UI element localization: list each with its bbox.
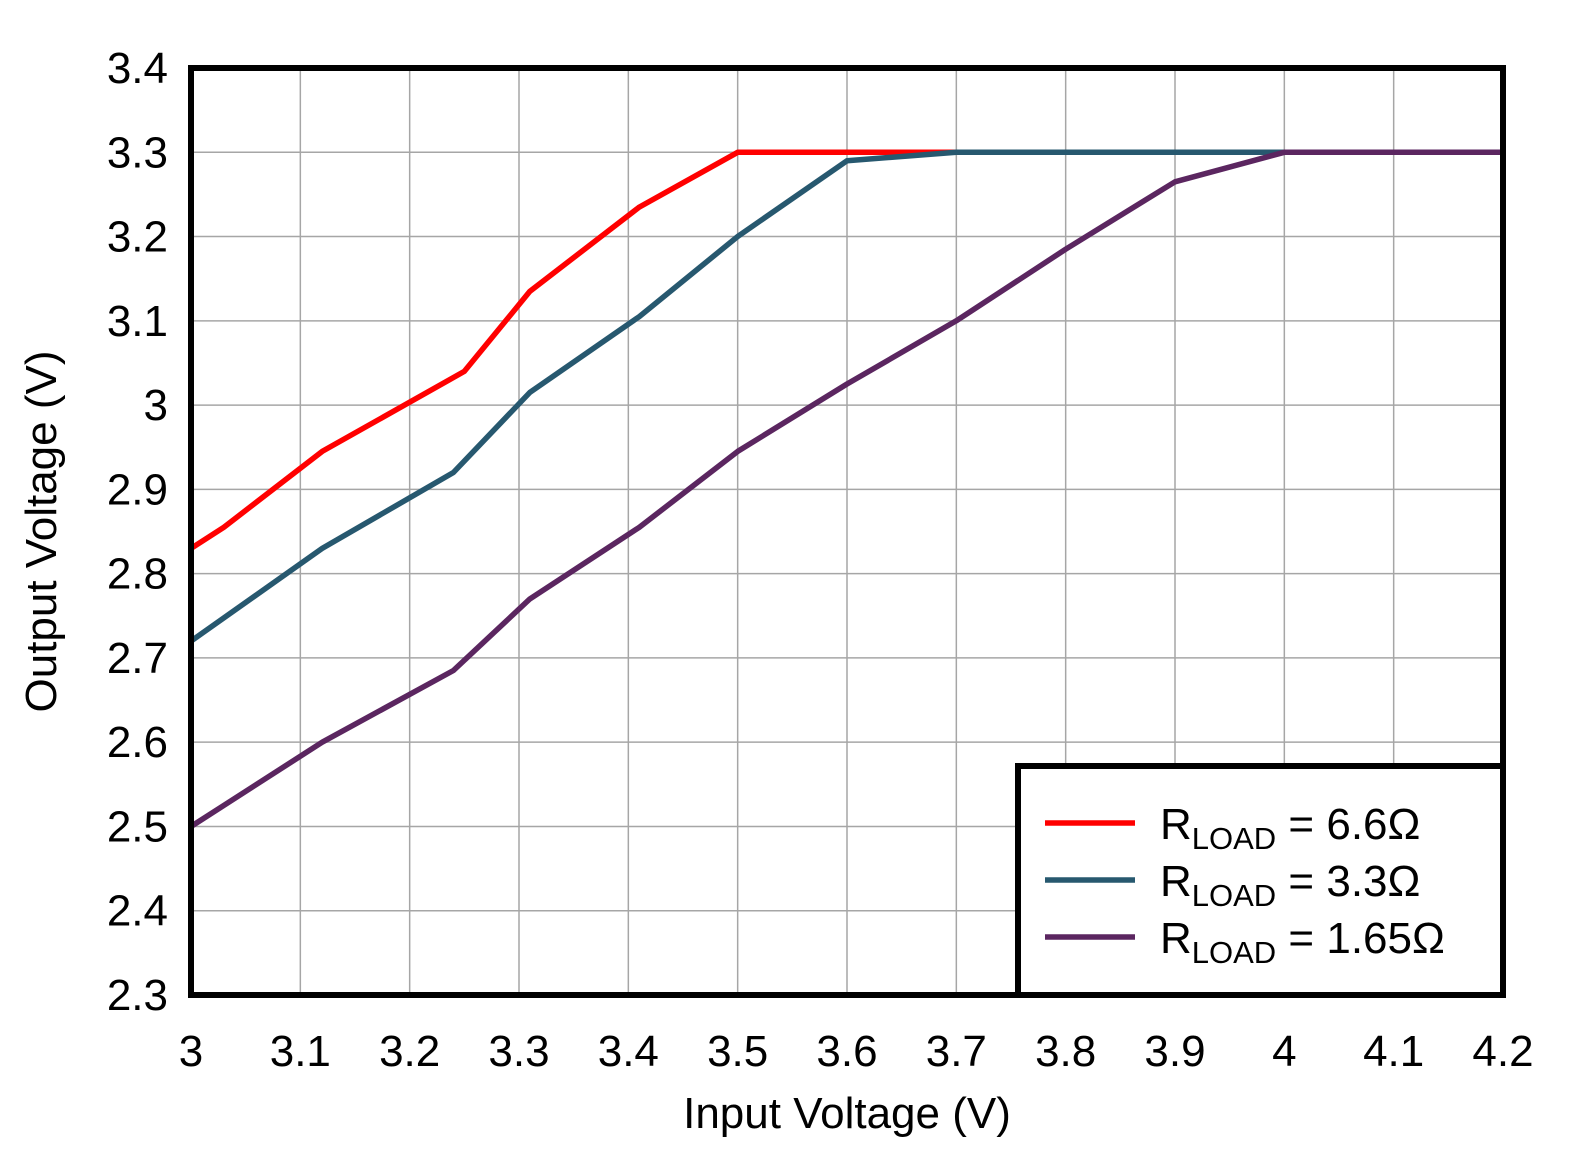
legend-label-2: RLOAD = 3.3Ω xyxy=(1160,857,1420,913)
legend-label-main: R xyxy=(1160,857,1192,906)
y-tick-label: 2.3 xyxy=(107,971,168,1020)
x-tick-label: 3.6 xyxy=(816,1027,877,1076)
x-tick-label: 4.2 xyxy=(1472,1027,1533,1076)
series-line-1 xyxy=(189,149,1503,551)
x-tick-label: 3.8 xyxy=(1035,1027,1096,1076)
x-tick-label: 3.9 xyxy=(1144,1027,1205,1076)
legend-label-sub: LOAD xyxy=(1192,935,1276,970)
series-line-3 xyxy=(189,149,1503,829)
legend-label-value: = 6.6Ω xyxy=(1276,800,1420,849)
y-tick-labels: 2.3 2.4 2.5 2.6 2.7 2.8 2.9 3 3.1 3.2 3.3 3.4 xyxy=(107,44,168,1020)
x-tick-label: 3 xyxy=(179,1027,203,1076)
y-tick-label: 2.4 xyxy=(107,887,168,936)
legend-label-value: = 3.3Ω xyxy=(1276,857,1420,906)
plot-frame xyxy=(188,65,1506,998)
y-tick-label: 2.6 xyxy=(107,718,168,767)
x-tick-labels: 3 3.1 3.2 3.3 3.4 3.5 3.6 3.7 3.8 3.9 4 4.1 4.2 xyxy=(179,1027,1534,1076)
legend-label-3: RLOAD = 1.65Ω xyxy=(1160,914,1445,970)
y-tick-label: 2.9 xyxy=(107,465,168,514)
x-axis-title: Input Voltage (V) xyxy=(683,1089,1011,1138)
legend-box xyxy=(1015,763,1506,998)
y-tick-label: 2.8 xyxy=(107,550,168,599)
x-tick-label: 3.4 xyxy=(598,1027,659,1076)
y-tick-label: 2.7 xyxy=(107,634,168,683)
y-tick-label: 3.4 xyxy=(107,44,168,93)
series-group xyxy=(189,149,1503,829)
y-axis-title: Output Voltage (V) xyxy=(17,351,66,713)
x-tick-label: 3.5 xyxy=(707,1027,768,1076)
x-tick-label: 3.7 xyxy=(926,1027,987,1076)
x-tick-label: 3.2 xyxy=(379,1027,440,1076)
y-tick-label: 3.3 xyxy=(107,128,168,177)
legend-label-1: RLOAD = 6.6Ω xyxy=(1160,800,1420,856)
y-tick-label: 3 xyxy=(144,381,168,430)
y-tick-label: 3.1 xyxy=(107,297,168,346)
legend-label-main: R xyxy=(1160,800,1192,849)
legend-label-main: R xyxy=(1160,914,1192,963)
legend-label-sub: LOAD xyxy=(1192,821,1276,856)
y-tick-label: 3.2 xyxy=(107,213,168,262)
x-tick-label: 4 xyxy=(1272,1027,1296,1076)
legend-label-value: = 1.65Ω xyxy=(1276,914,1445,963)
legend-label-sub: LOAD xyxy=(1192,878,1276,913)
x-tick-label: 3.1 xyxy=(270,1027,331,1076)
x-tick-label: 3.3 xyxy=(488,1027,549,1076)
x-tick-label: 4.1 xyxy=(1363,1027,1424,1076)
y-tick-label: 2.5 xyxy=(107,802,168,851)
series-line-2 xyxy=(189,149,1503,644)
